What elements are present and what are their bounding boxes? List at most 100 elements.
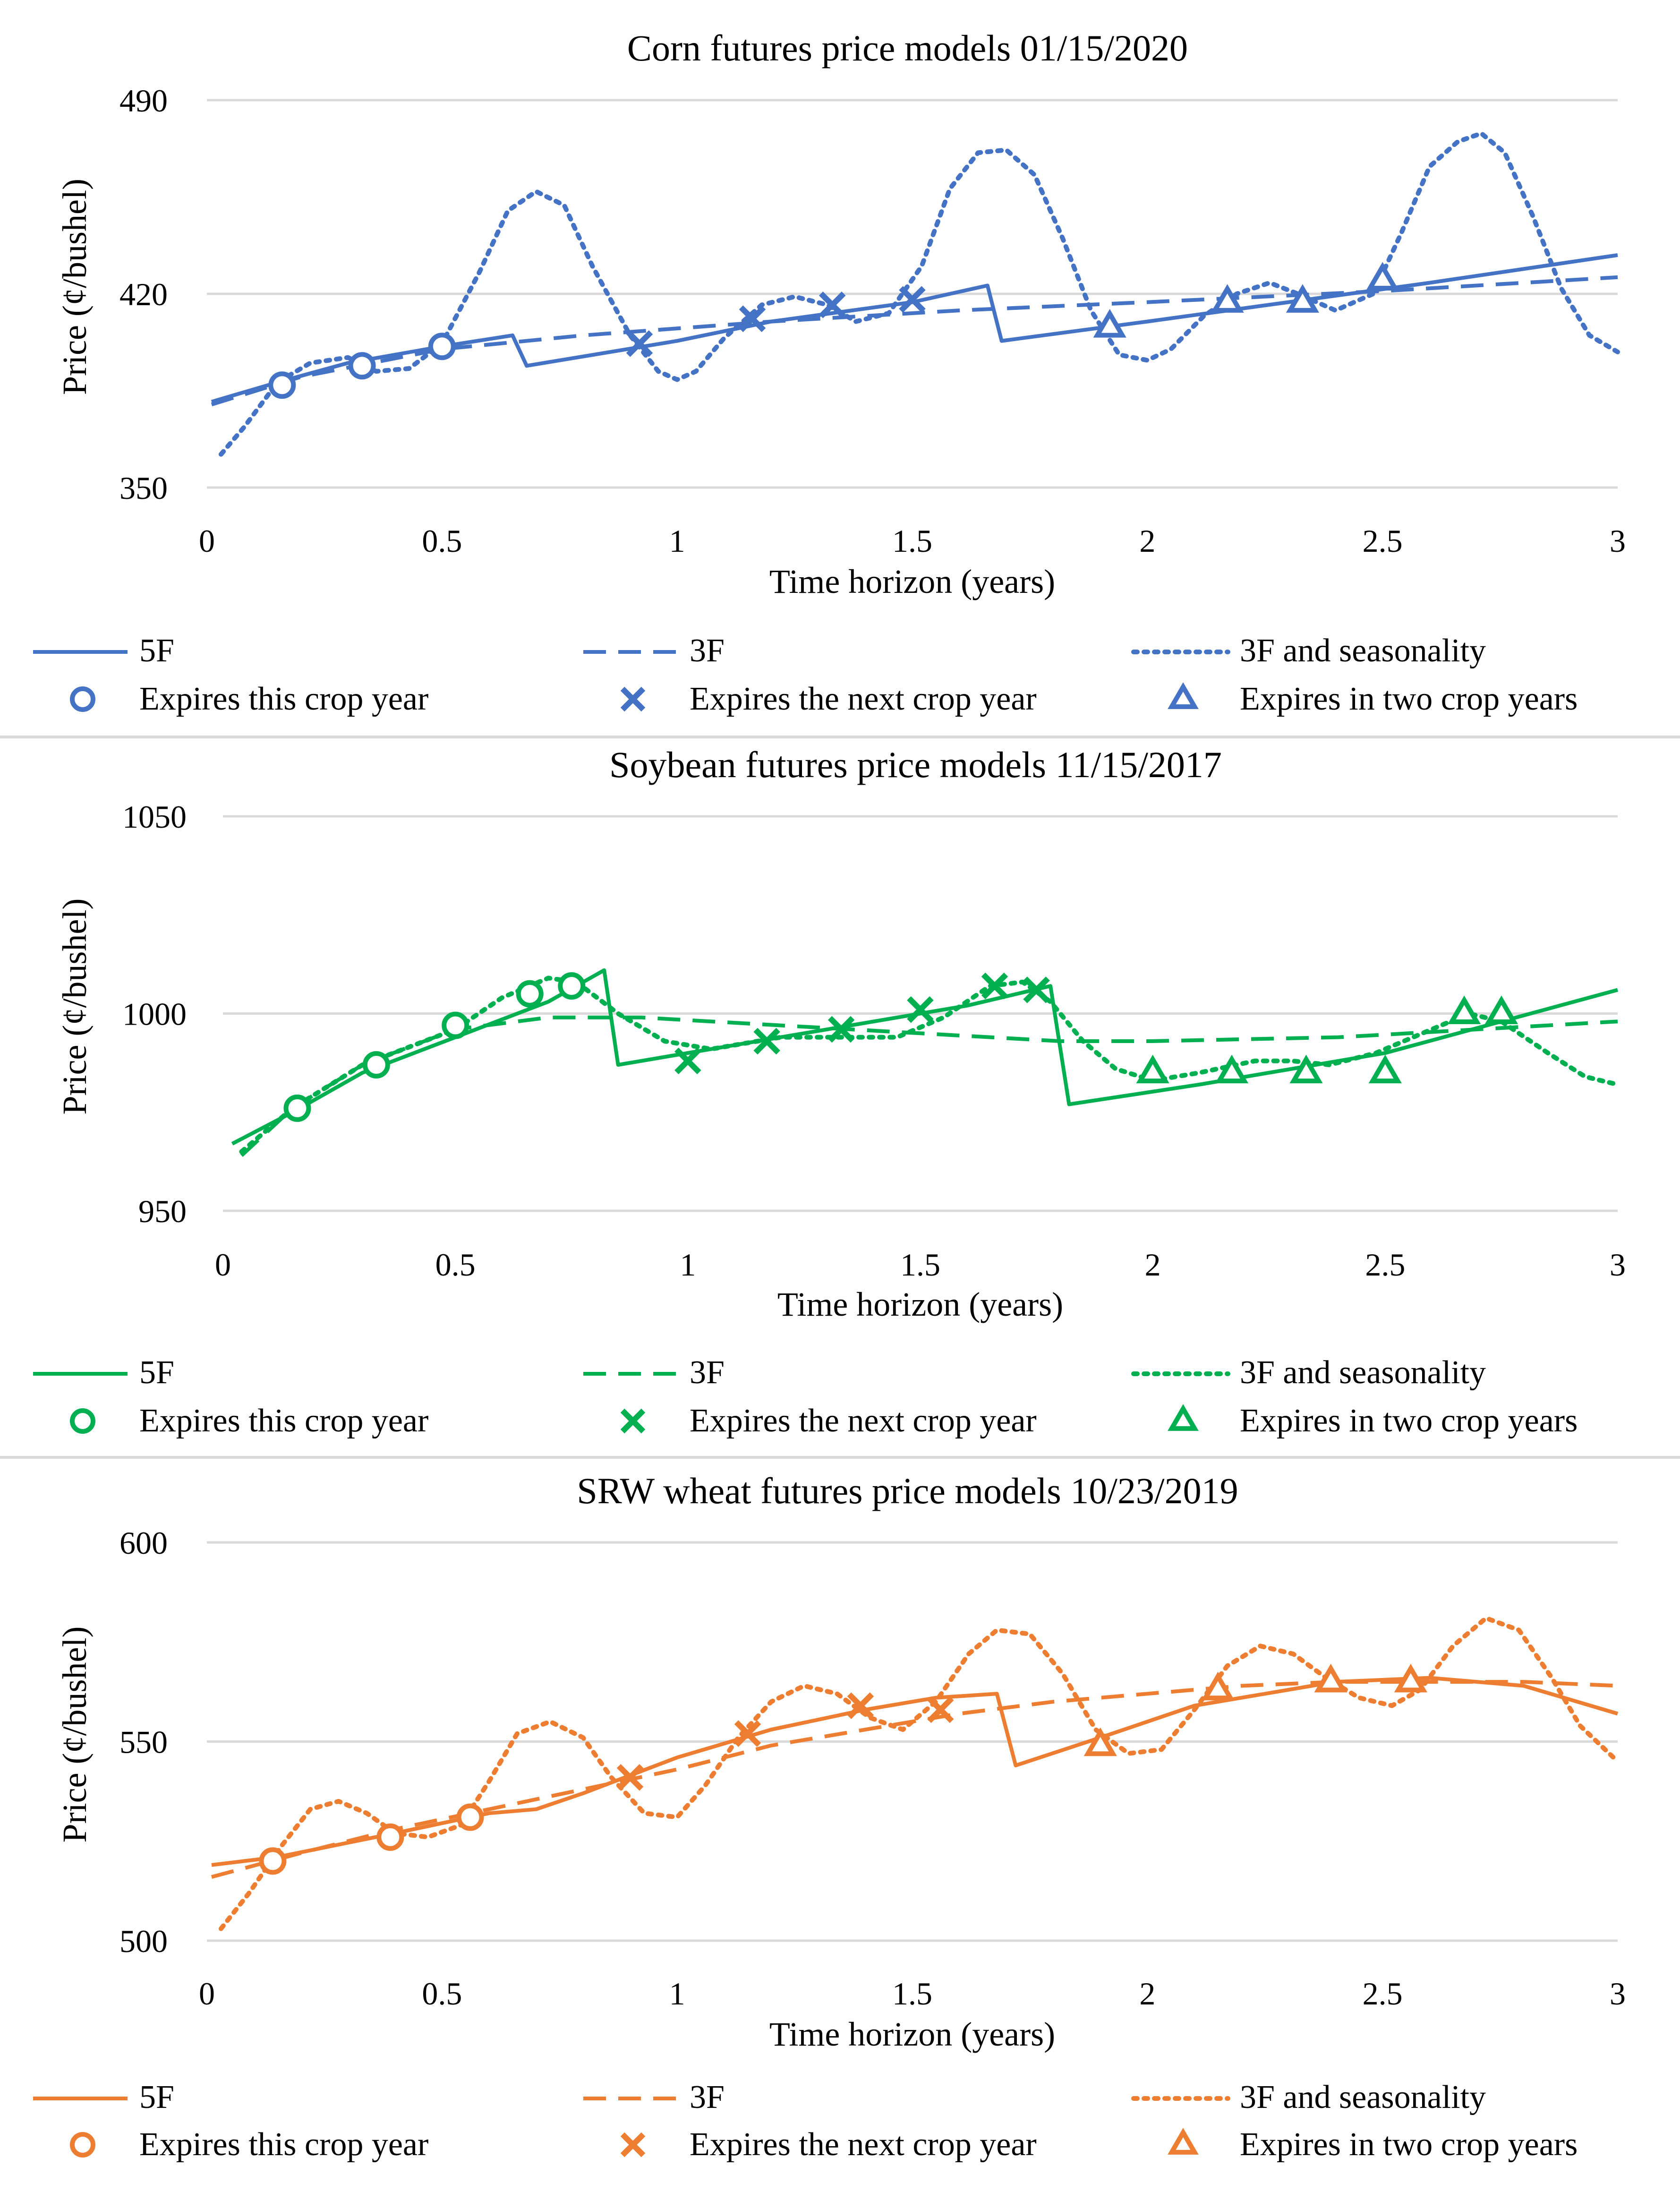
x-axis-label: Time horizon (years) xyxy=(769,2015,1055,2053)
x-axis-label: Time horizon (years) xyxy=(777,1285,1063,1323)
marker-this-year xyxy=(259,1847,287,1875)
x-tick-label: 1.5 xyxy=(892,523,932,559)
marker-next-year xyxy=(819,291,846,318)
marker-next-year xyxy=(674,1047,701,1074)
series-line-dotted xyxy=(218,1616,1620,1931)
wheat-chart-panel: SRW wheat futures price models 10/23/201… xyxy=(33,1470,1626,2163)
chart-title: SRW wheat futures price models 10/23/201… xyxy=(577,1470,1238,1511)
corn-chart-panel: Corn futures price models 01/15/2020 350 4… xyxy=(33,27,1626,717)
marker-next-year xyxy=(616,1764,644,1791)
legend-marker-this-year xyxy=(70,2132,95,2158)
y-tick-label: 490 xyxy=(119,83,168,119)
legend-marker-two-years xyxy=(1168,1404,1199,1431)
marker-this-year xyxy=(283,1094,311,1122)
marker-two-years xyxy=(1314,1663,1347,1693)
x-tick-label: 2.5 xyxy=(1365,1247,1405,1283)
x-tick-label: 3 xyxy=(1610,1247,1626,1283)
legend-marker-two-years xyxy=(1168,682,1199,709)
x-tick-label: 1 xyxy=(680,1247,696,1283)
chart-title: Corn futures price models 01/15/2020 xyxy=(627,27,1188,68)
y-axis-label: Price (¢/bushel) xyxy=(56,1627,94,1843)
legend-label: Expires the next crop year xyxy=(690,2126,1037,2163)
legend-label: Expires this crop year xyxy=(139,681,428,717)
y-tick-label: 600 xyxy=(119,1525,168,1561)
x-tick-label: 1.5 xyxy=(892,1976,932,2012)
marker-next-year xyxy=(899,286,926,313)
legend-label: Expires this crop year xyxy=(139,2126,428,2163)
y-axis-label: Price (¢/bushel) xyxy=(56,179,94,395)
marker-next-year xyxy=(734,1720,761,1747)
legend-label: 3F and seasonality xyxy=(1240,633,1486,669)
marker-next-year xyxy=(626,330,653,357)
marker-this-year xyxy=(268,371,296,399)
legend-label: 3F xyxy=(690,1354,725,1391)
marker-two-years xyxy=(1286,284,1319,313)
x-tick-label: 2 xyxy=(1139,523,1155,559)
marker-two-years xyxy=(1215,1054,1249,1084)
legend-marker-next-year xyxy=(620,1408,646,1434)
y-tick-label: 1050 xyxy=(122,799,187,835)
marker-this-year xyxy=(362,1051,390,1079)
legend-label: 5F xyxy=(139,2079,174,2115)
marker-two-years xyxy=(1484,995,1518,1024)
marker-this-year xyxy=(516,980,544,1008)
y-tick-label: 550 xyxy=(119,1724,168,1760)
x-tick-label: 1 xyxy=(669,1976,685,2012)
marker-two-years xyxy=(1083,1727,1117,1756)
x-tick-label: 2.5 xyxy=(1363,1976,1403,2012)
marker-this-year xyxy=(348,352,376,380)
legend-label: Expires in two crop years xyxy=(1240,1403,1578,1439)
legend-marker-this-year xyxy=(70,686,95,712)
soybean-chart-panel: Soybean futures price models 11/15/2017 9… xyxy=(33,744,1626,1439)
x-tick-label: 0.5 xyxy=(435,1247,476,1283)
marker-two-years xyxy=(1093,309,1126,338)
marker-next-year xyxy=(847,1692,874,1719)
y-tick-label: 420 xyxy=(119,276,168,312)
marker-next-year xyxy=(827,1016,855,1043)
marker-two-years xyxy=(1448,995,1481,1024)
series-line-dotted xyxy=(218,131,1620,457)
marker-two-years xyxy=(1211,284,1244,313)
legend-label: Expires the next crop year xyxy=(690,1403,1037,1439)
marker-this-year xyxy=(428,333,456,360)
x-tick-label: 0 xyxy=(199,1976,215,2012)
y-tick-label: 1000 xyxy=(122,996,187,1032)
marker-next-year xyxy=(739,305,766,332)
marker-two-years xyxy=(1289,1054,1323,1084)
legend-marker-next-year xyxy=(620,2132,646,2158)
y-tick-label: 950 xyxy=(138,1193,187,1229)
legend-marker-next-year xyxy=(620,686,646,712)
marker-next-year xyxy=(927,1696,954,1723)
legend-marker-two-years xyxy=(1168,2128,1199,2155)
marker-this-year xyxy=(558,972,586,1000)
x-tick-label: 0 xyxy=(215,1247,231,1283)
legend-label: 3F xyxy=(690,633,725,669)
x-tick-label: 0.5 xyxy=(422,1976,462,2012)
x-tick-label: 2 xyxy=(1139,1976,1155,2012)
x-tick-label: 0.5 xyxy=(422,523,462,559)
marker-two-years xyxy=(1136,1054,1169,1084)
marker-this-year xyxy=(456,1803,484,1831)
marker-this-year xyxy=(376,1823,404,1851)
legend-label: Expires in two crop years xyxy=(1240,2126,1578,2163)
legend-label: Expires in two crop years xyxy=(1240,681,1578,717)
chart-title: Soybean futures price models 11/15/2017 xyxy=(609,744,1222,785)
marker-two-years xyxy=(1368,1054,1402,1084)
legend-marker-this-year xyxy=(70,1408,95,1434)
marker-next-year xyxy=(907,996,934,1023)
x-tick-label: 0 xyxy=(199,523,215,559)
y-tick-label: 350 xyxy=(119,470,168,506)
legend-label: 5F xyxy=(139,1354,174,1391)
x-tick-label: 3 xyxy=(1610,523,1626,559)
marker-two-years xyxy=(1201,1671,1235,1701)
marker-next-year xyxy=(981,972,1008,1000)
y-axis-label: Price (¢/bushel) xyxy=(56,899,94,1115)
marker-two-years xyxy=(1366,262,1399,291)
marker-next-year xyxy=(1023,976,1050,1003)
marker-next-year xyxy=(753,1028,780,1055)
legend-label: 5F xyxy=(139,633,174,669)
legend-label: Expires this crop year xyxy=(139,1403,428,1439)
x-tick-label: 1 xyxy=(669,523,685,559)
